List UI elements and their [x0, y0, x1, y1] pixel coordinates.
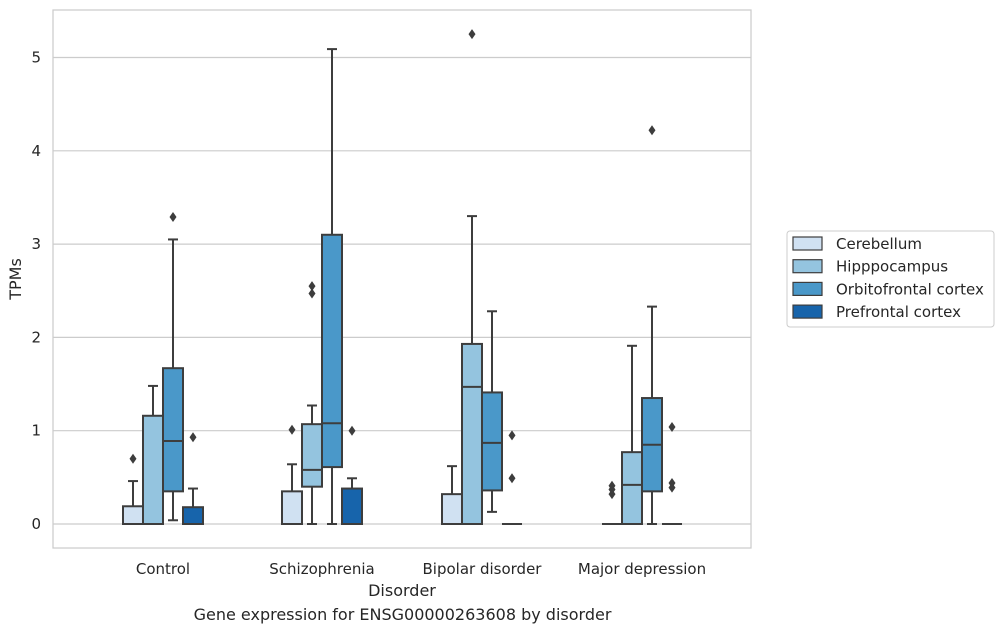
box-body — [301, 423, 323, 488]
box-prefrontal-cortex-1 — [341, 425, 363, 525]
x-tick-labels: Control Schizophrenia Bipolar disorder Majo… — [136, 560, 706, 578]
y-tick-label: 0 — [31, 515, 41, 533]
box-body — [441, 493, 463, 526]
box-body — [341, 487, 363, 525]
outlier-point — [189, 432, 197, 443]
box-body — [122, 505, 144, 526]
outlier-point — [668, 477, 676, 488]
box-hipppocampus-1 — [301, 281, 323, 525]
legend-swatch — [792, 304, 823, 319]
outlier-point — [468, 29, 476, 40]
outlier-point — [508, 430, 516, 441]
box-body — [481, 391, 503, 492]
legend-swatch — [792, 259, 823, 274]
box-orbitofrontal-cortex-3 — [641, 125, 663, 525]
legend: Cerebellum Hipppocampus Orbitofrontal cort… — [786, 230, 995, 328]
box-layer — [122, 29, 682, 526]
y-tick-label: 4 — [31, 142, 41, 160]
x-axis-label: Disorder — [368, 581, 436, 600]
box-hipppocampus-2 — [461, 29, 483, 525]
x-tick-label: Major depression — [578, 560, 706, 578]
box-body — [182, 506, 204, 525]
box-cerebellum-0 — [122, 453, 144, 526]
legend-frame — [786, 230, 995, 328]
y-tick-label: 1 — [31, 422, 41, 440]
box-body — [162, 367, 184, 493]
outlier-point — [508, 473, 516, 484]
box-cerebellum-2 — [441, 465, 463, 526]
y-tick-label: 3 — [31, 235, 41, 253]
outlier-point — [169, 212, 177, 223]
box-prefrontal-cortex-0 — [182, 432, 204, 525]
box-body — [621, 451, 643, 525]
outlier-point — [608, 480, 616, 491]
outlier-point — [288, 424, 296, 435]
outlier-point — [668, 421, 676, 432]
box-body — [142, 414, 164, 525]
box-orbitofrontal-cortex-2 — [481, 310, 503, 513]
x-tick-label: Bipolar disorder — [423, 560, 543, 578]
box-hipppocampus-0 — [142, 384, 164, 525]
x-tick-label: Schizophrenia — [269, 560, 374, 578]
y-tick-label: 5 — [31, 49, 41, 67]
outlier-point — [308, 288, 316, 299]
outlier-point — [308, 281, 316, 292]
plot-frame — [52, 9, 752, 549]
x-tick-label: Control — [136, 560, 190, 578]
box-prefrontal-cortex-3 — [662, 421, 682, 525]
box-orbitofrontal-cortex-1 — [321, 48, 343, 525]
box-body — [281, 490, 303, 525]
legend-swatch — [792, 236, 823, 251]
outlier-point — [348, 425, 356, 436]
figure-caption: Gene expression for ENSG00000263608 by d… — [193, 605, 612, 624]
box-prefrontal-cortex-2 — [502, 430, 522, 525]
box-cerebellum-3 — [602, 480, 622, 525]
box-body — [321, 233, 343, 469]
legend-label: Cerebellum — [836, 235, 922, 253]
box-orbitofrontal-cortex-0 — [162, 212, 184, 522]
legend-swatch — [792, 281, 823, 296]
y-axis-label: TPMs — [6, 258, 25, 301]
legend-label: Hipppocampus — [836, 258, 948, 276]
outlier-point — [129, 453, 137, 464]
box-hipppocampus-3 — [621, 344, 643, 525]
outlier-point — [648, 125, 656, 136]
box-body — [461, 342, 483, 525]
y-tick-label: 2 — [31, 328, 41, 346]
legend-label: Prefrontal cortex — [836, 303, 961, 321]
box-cerebellum-1 — [281, 424, 303, 525]
legend-label: Orbitofrontal cortex — [836, 280, 984, 298]
y-tick-labels: 0 1 2 3 4 5 — [31, 49, 41, 534]
